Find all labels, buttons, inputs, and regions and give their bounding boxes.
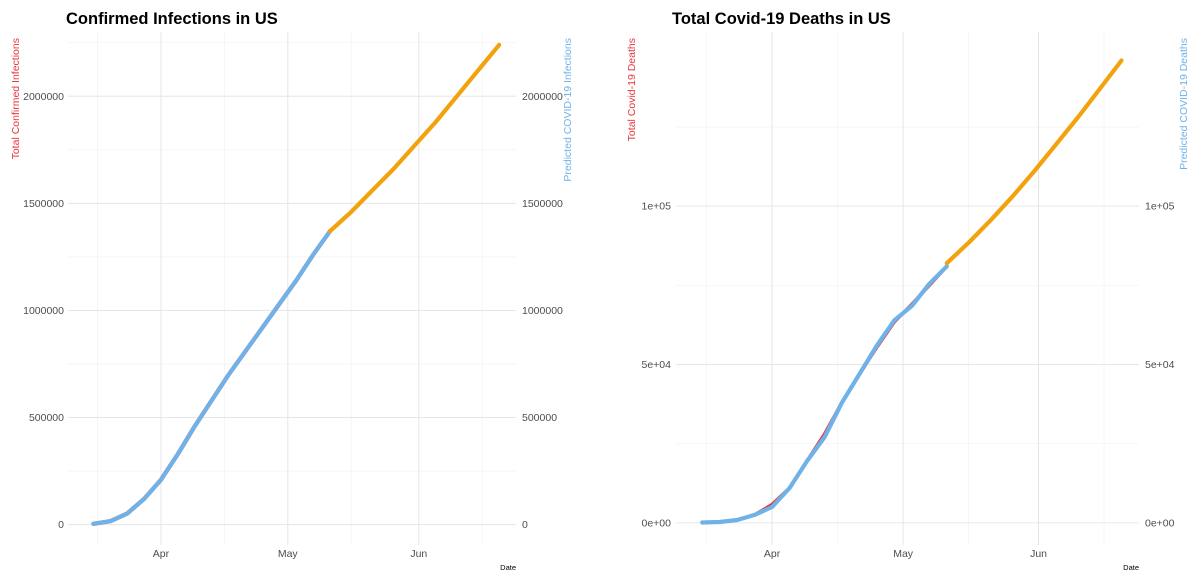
series-line-3 (327, 42, 502, 234)
y-tick-label-right: 1000000 (522, 305, 563, 317)
x-tick-label: May (893, 548, 914, 560)
y-tick-label-right: 500000 (522, 412, 557, 424)
y-tick-label-right: 1e+05 (1145, 201, 1175, 213)
y-tick-labels-right: 0 500000 1000000 1500000 2000000 (522, 91, 563, 531)
y-axis-title-left: Total Confirmed Infections (10, 38, 22, 159)
y-tick-label-left: 2000000 (23, 91, 64, 103)
y-tick-label-left: 1500000 (23, 198, 64, 210)
y-tick-label-right: 1500000 (522, 198, 563, 210)
chart-title: Confirmed Infections in US (66, 10, 278, 28)
x-tick-labels: Apr May Jun (764, 548, 1047, 560)
grid (68, 32, 516, 545)
y-tick-label-right: 0e+00 (1145, 517, 1175, 529)
chart-title: Total Covid-19 Deaths in US (672, 10, 891, 28)
y-axis-title-right: Predicted COVID-19 Infections (562, 38, 574, 182)
series-lines (700, 58, 1124, 525)
x-tick-labels: Apr May Jun (153, 548, 428, 560)
y-axis-title-left: Total Covid-19 Deaths (626, 38, 638, 141)
y-tick-labels-left: 0e+00 5e+04 1e+05 (642, 201, 672, 530)
y-tick-labels-left: 0 500000 1000000 1500000 2000000 (23, 91, 64, 531)
x-tick-label: Apr (153, 548, 170, 560)
y-tick-labels-right: 0e+00 5e+04 1e+05 (1145, 201, 1175, 530)
x-axis-title: Date (500, 563, 516, 571)
y-tick-label-left: 0 (58, 519, 64, 531)
y-tick-label-left: 0e+00 (642, 517, 672, 529)
series-line-2 (700, 264, 949, 525)
y-tick-label-left: 1000000 (23, 305, 64, 317)
y-tick-label-left: 5e+04 (642, 359, 672, 371)
y-tick-label-left: 500000 (29, 412, 64, 424)
x-axis-title: Date (1123, 563, 1139, 571)
y-tick-label-right: 5e+04 (1145, 359, 1175, 371)
x-tick-label: Jun (1030, 548, 1047, 560)
series-line-2 (91, 229, 333, 526)
grid (676, 32, 1139, 545)
x-tick-label: Jun (410, 548, 427, 560)
series-lines (91, 42, 502, 526)
x-tick-label: Apr (764, 548, 781, 560)
y-tick-label-left: 1e+05 (642, 201, 672, 213)
series-line-3 (944, 58, 1124, 266)
y-tick-label-right: 0 (522, 519, 528, 531)
x-tick-label: May (278, 548, 299, 560)
y-tick-label-right: 2000000 (522, 91, 563, 103)
y-axis-title-right: Predicted COVID-19 Deaths (1178, 38, 1188, 170)
